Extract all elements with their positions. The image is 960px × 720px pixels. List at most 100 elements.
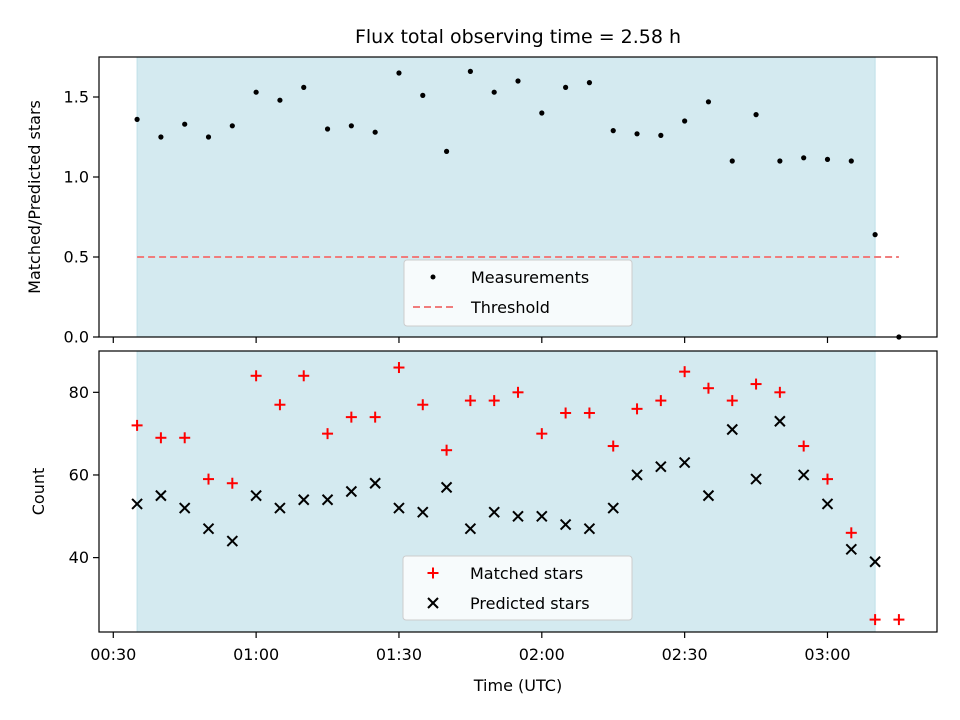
predicted-star-point <box>298 494 310 506</box>
chart-title: Flux total observing time = 2.58 h <box>355 26 681 48</box>
matched-star-point <box>393 362 405 374</box>
matched-star-point <box>488 395 500 407</box>
measurement-point <box>848 158 854 164</box>
matched-star-point <box>655 395 667 407</box>
measurement-point <box>610 128 616 134</box>
predicted-star-point <box>226 535 239 547</box>
top-legend: Measurements Threshold <box>403 259 633 327</box>
matched-star-point <box>536 428 548 440</box>
matched-star-point <box>798 440 810 452</box>
measurement-point <box>182 121 188 127</box>
predicted-star-point <box>845 543 858 556</box>
predicted-star-point <box>155 489 167 502</box>
x-tick-label: 02:30 <box>662 645 708 664</box>
measurement-point <box>634 131 640 137</box>
matched-star-point <box>607 440 619 452</box>
matched-star-point <box>774 386 786 398</box>
matched-star-point <box>512 386 524 398</box>
matched-star-point <box>750 378 762 390</box>
measurement-point <box>539 110 545 116</box>
legend-matched-label: Matched stars <box>470 564 583 583</box>
matched-star-point <box>464 395 476 407</box>
measurement-point <box>301 84 307 90</box>
count-panel: 40 60 80 00:30 01:00 01:30 02:00 02:30 03:00 Cou… <box>29 350 938 695</box>
measurement-point <box>443 148 450 154</box>
matched-star-point <box>155 432 167 444</box>
matched-star-point <box>226 477 238 489</box>
predicted-star-point <box>583 522 596 535</box>
matched-star-point <box>845 527 857 539</box>
bottom-legend: Matched stars Predicted stars <box>402 555 633 621</box>
ratio-panel: 0.0 0.5 1.0 1.5 Flux total observing time =… <box>25 26 938 347</box>
measurement-point <box>491 89 497 95</box>
predicted-star-point <box>488 506 500 518</box>
matched-star-point <box>417 399 429 411</box>
predicted-star-point <box>440 481 453 494</box>
matched-star-point <box>679 366 691 378</box>
measurement-point <box>586 80 593 86</box>
predicted-star-point <box>702 489 715 502</box>
predicted-star-point <box>655 460 667 473</box>
top-y-axis-label: Matched/Predicted stars <box>25 100 44 294</box>
measurement-point <box>777 158 783 164</box>
matched-star-point <box>583 407 595 419</box>
bottom-y-axis-label: Count <box>29 468 48 516</box>
predicted-star-point <box>678 456 691 469</box>
predicted-star-point <box>131 498 143 510</box>
predicted-star-point <box>726 423 738 436</box>
matched-star-point <box>274 399 286 411</box>
legend-measurements-marker <box>430 274 436 280</box>
measurement-point <box>277 97 283 103</box>
predicted-star-point <box>631 469 643 481</box>
top-y-tick-label: 1.5 <box>64 88 89 107</box>
x-axis-label: Time (UTC) <box>473 676 562 695</box>
matched-star-point <box>250 370 262 382</box>
predicted-star-point <box>750 473 762 485</box>
x-tick-label: 01:00 <box>233 645 279 664</box>
measurement-point <box>324 126 331 132</box>
x-tick-label: 00:30 <box>90 645 136 664</box>
matched-star-point <box>869 614 881 626</box>
predicted-star-point <box>774 415 786 427</box>
predicted-star-point <box>607 502 619 514</box>
matched-star-point <box>441 444 453 456</box>
x-tick-label: 02:00 <box>519 645 565 664</box>
matched-star-point <box>131 419 143 431</box>
top-axes-frame <box>98 56 938 338</box>
predicted-star-point <box>250 489 262 502</box>
measurement-point <box>682 118 688 124</box>
measurement-point <box>158 134 164 140</box>
measurement-point <box>205 134 212 140</box>
bottom-y-tick-label: 60 <box>69 465 89 484</box>
matched-star-point <box>179 432 191 444</box>
top-y-tick-label: 1.0 <box>64 168 89 187</box>
matched-star-point <box>726 395 738 407</box>
matched-star-point <box>893 614 905 626</box>
measurement-point <box>515 78 521 84</box>
top-y-tick-label: 0.0 <box>64 328 89 347</box>
matched-star-point <box>203 473 215 485</box>
matched-star-point <box>298 370 310 382</box>
measurement-point <box>348 123 354 129</box>
predicted-star-point <box>321 494 334 506</box>
measurement-point <box>229 123 235 129</box>
predicted-star-point <box>464 522 477 535</box>
measurement-point <box>134 116 140 122</box>
bottom-axes-frame <box>98 350 938 633</box>
measurement-point <box>372 129 378 135</box>
predicted-star-point <box>178 502 191 514</box>
measurement-point <box>467 68 473 74</box>
predicted-star-point <box>345 485 358 498</box>
matched-star-point <box>702 382 714 394</box>
predicted-star-point <box>417 506 429 518</box>
measurement-point <box>420 92 426 98</box>
predicted-star-point <box>202 522 215 535</box>
predicted-star-point <box>797 469 810 481</box>
measurement-point <box>563 84 569 90</box>
predicted-star-point <box>393 502 405 514</box>
bottom-legend-box <box>402 555 633 621</box>
measurement-point <box>801 155 807 161</box>
matched-star-point <box>369 411 381 423</box>
x-tick-label: 03:00 <box>804 645 850 664</box>
